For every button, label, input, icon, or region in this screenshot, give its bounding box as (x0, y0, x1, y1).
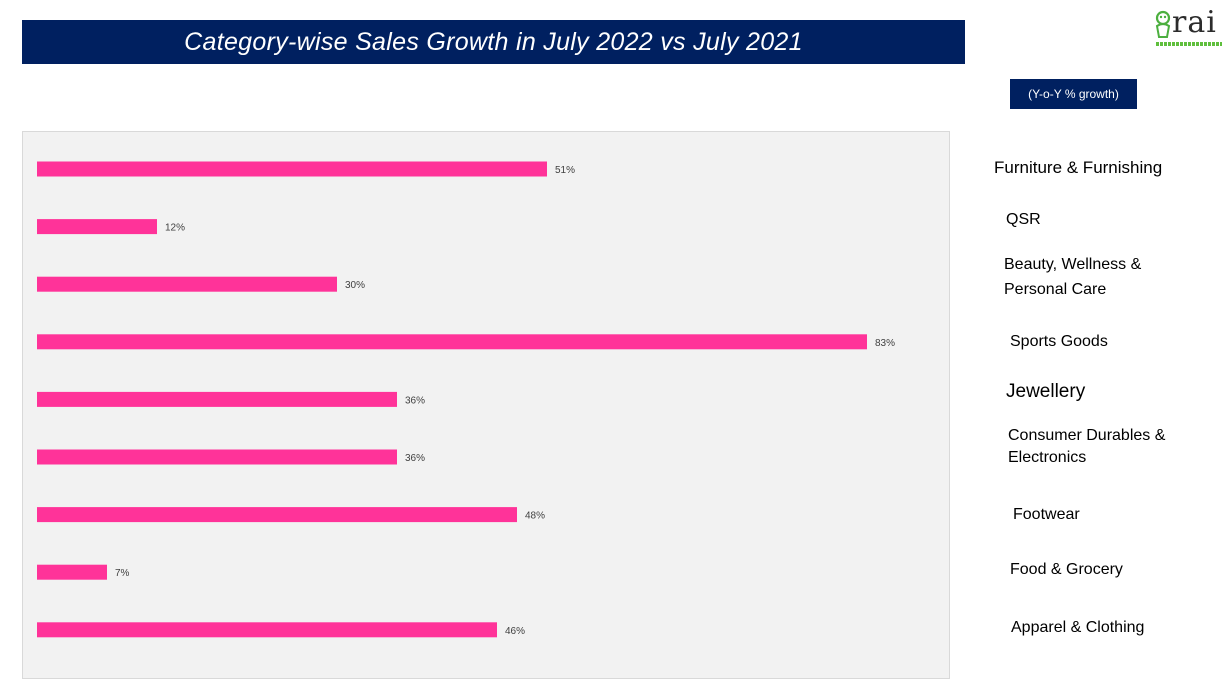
category-label-3: Beauty, Wellness & Personal Care (1004, 256, 1142, 298)
category-label-9: Apparel & Clothing (1011, 619, 1145, 636)
data-label-7: 48% (525, 511, 545, 522)
data-label-9: 46% (505, 626, 525, 637)
bar-7 (37, 507, 517, 523)
category-label-2: QSR (1006, 211, 1041, 228)
category-label-6: Consumer Durables & Electronics (1008, 427, 1166, 466)
bar-2 (37, 219, 157, 235)
data-label-2: 12% (165, 223, 185, 234)
category-label-7: Footwear (1013, 506, 1080, 523)
growth-note: (Y-o-Y % growth) (1010, 79, 1137, 109)
chart-title: Category-wise Sales Growth in July 2022 … (22, 20, 965, 64)
data-label-8: 7% (115, 568, 130, 579)
logo-text: rai (1172, 5, 1217, 40)
bar-6 (37, 449, 397, 465)
category-label-5: Jewellery (1006, 381, 1086, 402)
rai-logo: rai (1152, 6, 1225, 52)
bar-5 (37, 391, 397, 407)
bar-9 (37, 622, 497, 638)
logo-tagline (1156, 42, 1222, 46)
category-label-1: Furniture & Furnishing (994, 158, 1163, 177)
category-label-8: Food & Grocery (1010, 561, 1123, 578)
bar-4 (37, 334, 867, 350)
bar-chart: 51% 12% 30% 83% 36% 36% 48% 7% 46% (37, 161, 895, 638)
data-label-6: 36% (405, 453, 425, 464)
bar-8 (37, 564, 107, 580)
data-label-4: 83% (875, 338, 895, 349)
data-label-5: 36% (405, 395, 425, 406)
plot-area: 51% 12% 30% 83% 36% 36% 48% 7% 46% (22, 131, 950, 679)
rai-mascot-icon (1155, 10, 1171, 38)
bar-3 (37, 276, 337, 292)
data-label-1: 51% (555, 165, 575, 176)
category-label-4: Sports Goods (1010, 333, 1108, 350)
bar-1 (37, 161, 547, 177)
data-label-3: 30% (345, 280, 365, 291)
